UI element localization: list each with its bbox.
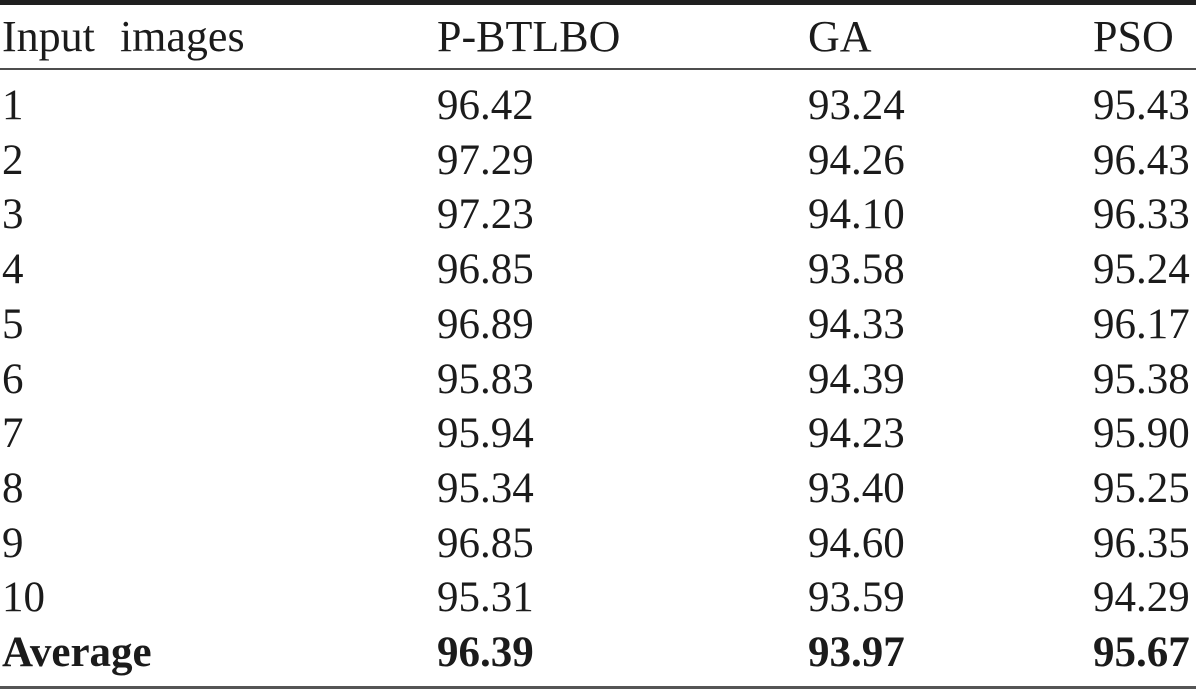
p-btlbo-value: 96.85 [437, 519, 534, 567]
pso-value: 96.35 [1093, 519, 1190, 567]
pso-value: 95.43 [1093, 81, 1190, 129]
pso-value: 95.90 [1093, 410, 1190, 458]
row-label: 10 [2, 574, 45, 622]
table-average-row: Average 96.39 93.97 95.67 [0, 625, 1196, 680]
p-btlbo-value: 95.34 [437, 465, 534, 512]
p-btlbo-value: 95.83 [437, 355, 534, 403]
table-row: 2 97.29 94.26 96.43 [0, 133, 1196, 188]
pso-value: 96.43 [1093, 136, 1190, 184]
column-header-pso: PSO [1093, 11, 1174, 61]
p-btlbo-value: 97.29 [437, 136, 534, 184]
pso-value: 96.17 [1093, 300, 1190, 348]
row-label: 4 [2, 246, 24, 294]
table-row: 1 96.42 93.24 95.43 [0, 78, 1196, 133]
table-row: 5 96.89 94.33 96.17 [0, 297, 1196, 352]
p-btlbo-value: 97.23 [437, 191, 534, 239]
table-row: 3 97.23 94.10 96.33 [0, 187, 1196, 242]
row-label: 9 [2, 519, 24, 567]
pso-average-value: 95.67 [1093, 629, 1190, 677]
average-label: Average [2, 629, 152, 677]
column-header-p-btlbo: P-BTLBO [437, 11, 621, 61]
ga-value: 94.33 [808, 300, 905, 348]
ga-value: 94.23 [808, 410, 905, 458]
table-row: 6 95.83 94.39 95.38 [0, 352, 1196, 407]
table-row: 4 96.85 93.58 95.24 [0, 242, 1196, 297]
p-btlbo-average-value: 96.39 [437, 629, 534, 677]
header-separator-rule [0, 68, 1196, 70]
row-label: 2 [2, 136, 24, 184]
ga-value: 93.24 [808, 81, 905, 129]
table-header-row: Input images P-BTLBO GA PSO [0, 5, 1196, 68]
column-header-ga: GA [808, 11, 872, 61]
p-btlbo-value: 95.31 [437, 574, 534, 622]
row-label: 7 [2, 410, 24, 458]
ga-value: 93.40 [808, 465, 905, 512]
table-row: 7 95.94 94.23 95.90 [0, 406, 1196, 461]
table-row: 9 96.85 94.60 96.35 [0, 516, 1196, 571]
ga-average-value: 93.97 [808, 629, 905, 677]
row-label: 1 [2, 81, 24, 129]
table-row: 10 95.31 93.59 94.29 [0, 571, 1196, 626]
pso-value: 95.25 [1093, 465, 1190, 512]
p-btlbo-value: 95.94 [437, 410, 534, 458]
pso-value: 95.38 [1093, 355, 1190, 403]
column-header-input-images: Input images [2, 11, 245, 61]
ga-value: 94.60 [808, 519, 905, 567]
row-label: 6 [2, 355, 24, 403]
row-label: 5 [2, 300, 24, 348]
bottom-margin [0, 689, 1196, 693]
p-btlbo-value: 96.42 [437, 81, 534, 129]
pso-value: 96.33 [1093, 191, 1190, 239]
ga-value: 94.26 [808, 136, 905, 184]
p-btlbo-value: 96.89 [437, 300, 534, 348]
table-top-rule [0, 0, 1196, 5]
table-body: 1 96.42 93.24 95.43 2 97.29 94.26 96.43 … [0, 70, 1196, 686]
ga-value: 93.58 [808, 246, 905, 294]
pso-value: 95.24 [1093, 246, 1190, 294]
ga-value: 94.10 [808, 191, 905, 239]
row-label: 3 [2, 191, 24, 239]
table-bottom-rule [0, 686, 1196, 689]
ga-value: 94.39 [808, 355, 905, 403]
p-btlbo-value: 96.85 [437, 246, 534, 294]
pso-value: 94.29 [1093, 574, 1190, 622]
ga-value: 93.59 [808, 574, 905, 622]
row-label: 8 [2, 465, 24, 512]
table-row: 8 95.34 93.40 95.25 [0, 461, 1196, 516]
